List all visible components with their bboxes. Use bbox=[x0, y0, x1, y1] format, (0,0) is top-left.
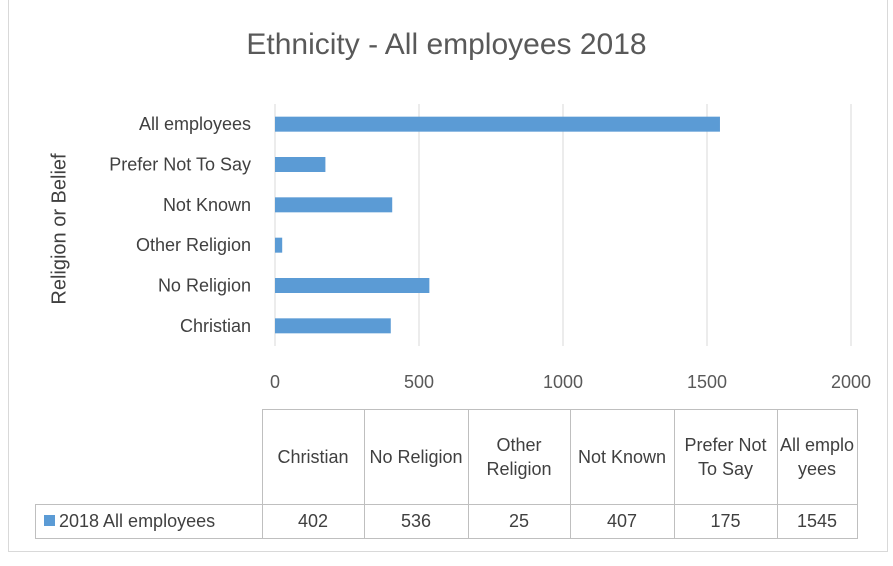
data-table-value-row: 2018 All employees 402 536 25 407 175 15… bbox=[35, 503, 858, 539]
chart-frame bbox=[8, 0, 888, 552]
data-table-header-all-employees: All employees bbox=[776, 409, 858, 505]
bar-no-religion bbox=[275, 278, 430, 293]
y-tick-label: All employees bbox=[139, 114, 251, 134]
bar-other-religion bbox=[275, 237, 283, 253]
y-tick-label: Christian bbox=[180, 316, 251, 336]
bar-christian bbox=[275, 318, 391, 334]
data-table-value-no-religion: 536 bbox=[363, 503, 469, 539]
x-tick-label: 1000 bbox=[543, 372, 583, 392]
plot-area: 0 500 1000 1500 2000 Christian No Religion Othe… bbox=[109, 104, 871, 392]
data-table-header-no-religion: No Religion bbox=[363, 409, 469, 505]
data-table-header-row: Christian No Religion Other Religion Not… bbox=[36, 409, 858, 505]
x-tick-label: 0 bbox=[270, 372, 280, 392]
bar-all-employees bbox=[275, 116, 720, 132]
bar-not-known bbox=[275, 197, 393, 213]
data-table-row-label: 2018 All employees bbox=[35, 503, 263, 539]
data-table-corner bbox=[36, 410, 263, 505]
data-table-value-other-religion: 25 bbox=[467, 503, 571, 539]
legend-label: 2018 All employees bbox=[59, 511, 216, 531]
data-table-value-christian: 402 bbox=[261, 503, 365, 539]
x-tick-label: 1500 bbox=[687, 372, 727, 392]
y-tick-label: Prefer Not To Say bbox=[109, 155, 251, 175]
legend-swatch bbox=[44, 514, 55, 526]
data-table-header-christian: Christian bbox=[261, 409, 365, 505]
bar-prefer-not-to-say bbox=[275, 157, 326, 172]
x-tick-label: 500 bbox=[404, 372, 434, 392]
chart-title: Ethnicity - All employees 2018 bbox=[246, 28, 647, 61]
data-table-header-prefer-not-to-say: Prefer Not To Say bbox=[673, 409, 778, 505]
data-table-header-not-known: Not Known bbox=[569, 409, 675, 505]
data-table-value-prefer-not-to-say: 175 bbox=[673, 503, 778, 539]
x-tick-label: 2000 bbox=[831, 372, 871, 392]
data-table-value-not-known: 407 bbox=[569, 503, 675, 539]
data-table-header-other-religion: Other Religion bbox=[467, 409, 571, 505]
data-table: Christian No Religion Other Religion Not… bbox=[35, 409, 858, 539]
y-tick-label: No Religion bbox=[158, 276, 251, 296]
y-tick-label: Not Known bbox=[163, 195, 251, 215]
y-tick-label: Other Religion bbox=[136, 235, 251, 255]
data-table-value-all-employees: 1545 bbox=[776, 503, 858, 539]
